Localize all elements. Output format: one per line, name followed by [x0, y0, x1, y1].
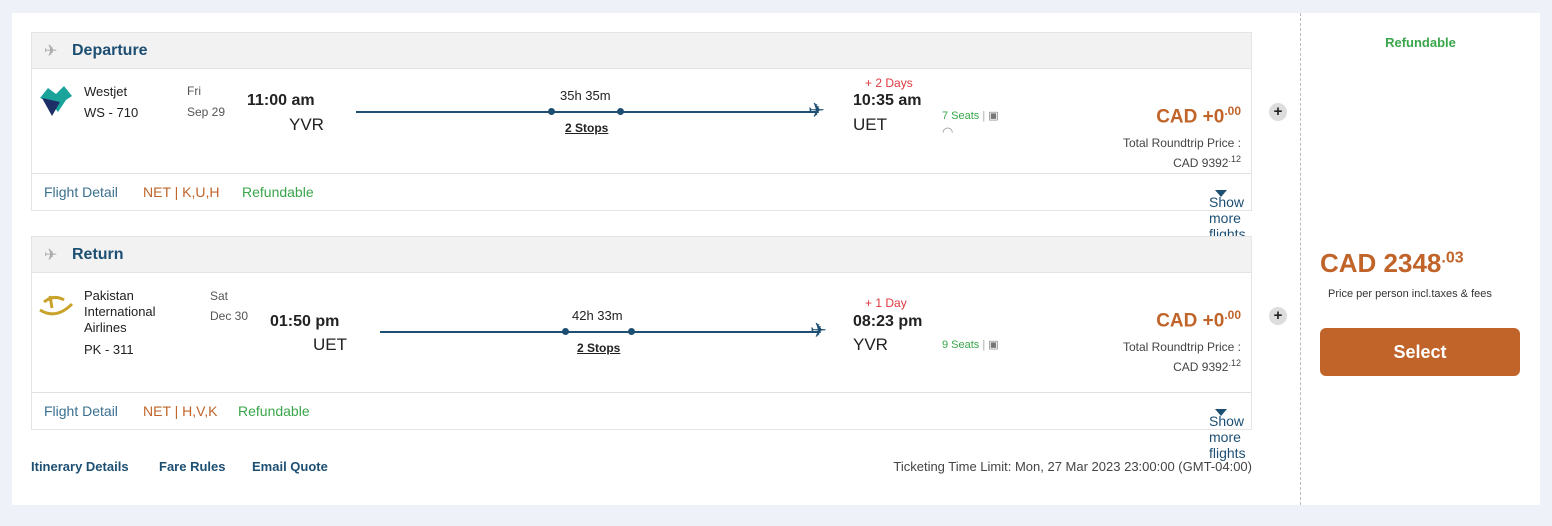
departure-flight-row: Westjet WS - 710 Fri Sep 29 11:00 am YVR…	[31, 68, 1252, 174]
total-price-summary: CAD 2348.03	[1320, 248, 1464, 278]
email-quote-link[interactable]: Email Quote	[252, 459, 328, 474]
caret-down-icon	[1215, 189, 1227, 197]
select-button[interactable]: Select	[1320, 328, 1520, 376]
stop-dot	[548, 108, 555, 115]
stop-dot	[562, 328, 569, 335]
seats-left: 9 Seats	[942, 339, 980, 351]
return-date: Dec 30	[210, 309, 249, 323]
refundable-label: Refundable	[242, 184, 314, 200]
stops-link[interactable]: 2 Stops	[565, 121, 609, 135]
westjet-logo	[40, 86, 72, 116]
takeoff-icon: ✈	[44, 43, 58, 60]
departure-footer: Flight Detail NET | K,U,H Refundable Sho…	[31, 173, 1252, 242]
fare-class: NET | K,U,H	[143, 184, 220, 200]
departure-title: Departure	[72, 42, 148, 59]
airline-name: Pakistan International Airlines	[84, 288, 156, 335]
departure-airport: UET	[313, 335, 347, 354]
departure-header: ✈ Departure	[31, 32, 1252, 69]
plane-icon: ✈	[808, 100, 825, 122]
total-label: Total Roundtrip Price :	[1122, 340, 1241, 354]
fare-rules-link[interactable]: Fare Rules	[159, 459, 226, 474]
itinerary-details-link[interactable]: Itinerary Details	[31, 459, 129, 474]
return-title: Return	[72, 246, 124, 263]
stop-dot	[628, 328, 635, 335]
baggage-icon: ▣	[988, 339, 999, 351]
return-flight-row: Pakistan International Airlines PK - 311…	[31, 272, 1252, 393]
ticketing-time-limit: Ticketing Time Limit: Mon, 27 Mar 2023 2…	[893, 459, 1252, 474]
arrival-time: 08:23 pm	[853, 313, 923, 330]
return-day: Sat	[210, 289, 229, 303]
show-more-flights[interactable]: Show more flights	[1209, 184, 1246, 242]
flight-number: PK - 311	[84, 342, 134, 357]
flight-detail-link[interactable]: Flight Detail	[44, 403, 118, 419]
baggage-icon: ▣	[988, 110, 999, 122]
flight-detail-link[interactable]: Flight Detail	[44, 184, 118, 200]
return-footer: Flight Detail NET | H,V,K Refundable Sho…	[31, 392, 1252, 461]
pia-logo	[39, 295, 74, 316]
day-offset: + 1 Day	[865, 296, 907, 310]
duration: 35h 35m	[560, 88, 611, 103]
wifi-icon: ◠	[942, 124, 954, 139]
divider	[1300, 13, 1301, 505]
refundable-label: Refundable	[238, 403, 310, 419]
price-diff: CAD +0	[1156, 106, 1225, 128]
departure-day: Fri	[187, 84, 201, 98]
arrival-airport: UET	[853, 115, 887, 134]
total-price: CAD 9392	[1173, 156, 1229, 170]
return-header: ✈ Return	[31, 236, 1252, 273]
refundable-badge: Refundable	[1385, 35, 1456, 50]
stops-link[interactable]: 2 Stops	[577, 341, 621, 355]
day-offset: + 2 Days	[865, 76, 913, 90]
stop-dot	[617, 108, 624, 115]
arrival-airport: YVR	[853, 335, 888, 354]
arrival-time: 10:35 am	[853, 92, 922, 109]
flight-number: WS - 710	[84, 105, 139, 120]
departure-airport: YVR	[289, 115, 324, 134]
caret-down-icon	[1215, 408, 1227, 416]
airline-name: Westjet	[84, 84, 128, 99]
expand-plus-button[interactable]: +	[1269, 307, 1287, 325]
show-more-flights[interactable]: Show more flights	[1209, 403, 1246, 461]
fare-class: NET | H,V,K	[143, 403, 218, 419]
total-label: Total Roundtrip Price :	[1122, 136, 1241, 150]
expand-plus-button[interactable]: +	[1269, 103, 1287, 121]
total-price: CAD 9392	[1173, 360, 1229, 374]
seats-left: 7 Seats	[942, 110, 980, 122]
departure-time: 11:00 am	[247, 92, 315, 109]
departure-time: 01:50 pm	[270, 313, 340, 330]
plane-icon: ✈	[810, 320, 827, 342]
landing-icon: ✈	[44, 247, 58, 264]
departure-date: Sep 29	[187, 105, 226, 119]
price-note: Price per person incl.taxes & fees	[1328, 288, 1492, 300]
price-diff: CAD +0	[1156, 310, 1225, 332]
duration: 42h 33m	[572, 308, 623, 323]
